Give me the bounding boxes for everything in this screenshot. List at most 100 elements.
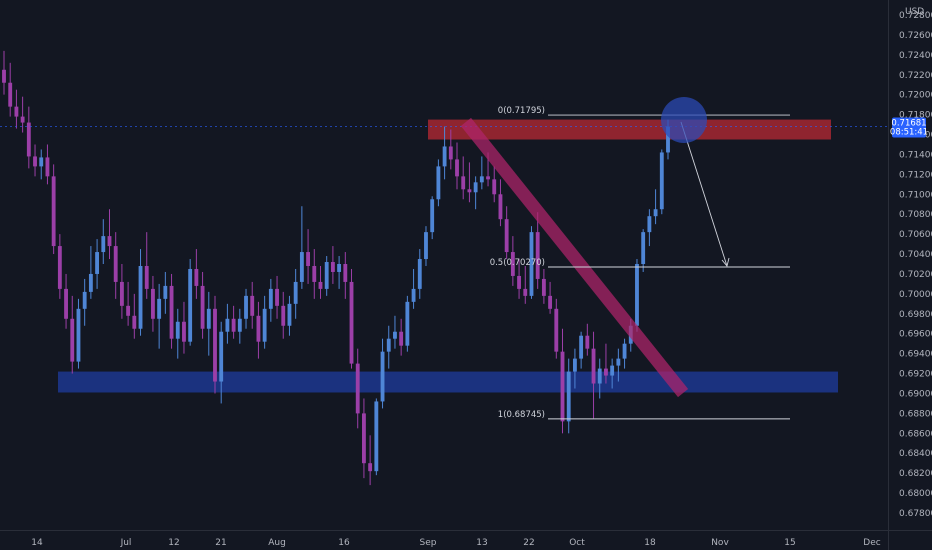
highlight-circle — [661, 97, 707, 143]
candle-body — [182, 321, 186, 342]
time-tick-label: 16 — [338, 538, 350, 548]
candle-body — [448, 146, 453, 160]
candle-body — [268, 288, 273, 309]
last-price-badge — [892, 117, 926, 138]
candle-body — [144, 265, 149, 289]
candle-body — [318, 281, 323, 289]
candle-body — [256, 315, 261, 342]
candle-body — [362, 413, 366, 464]
candle-body — [39, 157, 44, 167]
candle-body — [206, 308, 211, 329]
candle-body — [330, 262, 335, 272]
candle-body — [343, 264, 348, 282]
candle-body — [95, 252, 100, 274]
candle-body — [535, 232, 540, 279]
candles — [2, 50, 670, 486]
candle-body — [64, 288, 68, 319]
candle-body — [486, 176, 490, 180]
candle-body — [219, 331, 224, 382]
candle-body — [119, 281, 124, 306]
candle-body — [529, 232, 534, 296]
candle-body — [424, 232, 428, 260]
time-tick-label: 18 — [644, 538, 656, 548]
time-tick-label: 15 — [784, 538, 795, 548]
candle-body — [579, 335, 584, 359]
candle-body — [473, 182, 478, 193]
candle-body — [14, 106, 19, 117]
candle-body — [591, 348, 596, 384]
candle-body — [430, 199, 435, 233]
candle-body — [287, 303, 292, 326]
candle-body — [541, 278, 546, 296]
candle-body — [324, 262, 329, 289]
candle-body — [51, 176, 56, 247]
candle-body — [33, 156, 37, 167]
candle-body — [647, 216, 652, 233]
time-tick-label: 12 — [168, 538, 179, 548]
candle-body — [393, 331, 397, 339]
time-tick-label: Nov — [711, 538, 729, 548]
candle-body — [560, 351, 565, 422]
time-tick-label: Aug — [268, 538, 286, 548]
candle-body — [244, 295, 248, 319]
candle-body — [498, 194, 503, 220]
candle-body — [57, 246, 62, 289]
candle-body — [597, 368, 602, 384]
support-zone — [58, 371, 838, 393]
zones — [58, 119, 838, 393]
time-tick-label: Sep — [420, 538, 437, 548]
candle-body — [281, 305, 286, 326]
candle-body — [566, 371, 571, 422]
candle-body — [604, 368, 608, 376]
candle-body — [299, 252, 304, 282]
candle-body — [479, 176, 484, 183]
candle-body — [101, 236, 106, 253]
candle-body — [293, 281, 298, 304]
candle-body — [374, 401, 379, 472]
candle-body — [70, 318, 75, 362]
candle-body — [368, 463, 373, 472]
candle-body — [666, 126, 670, 153]
time-tick-label: Oct — [569, 538, 585, 548]
fib-level-label: 1(0.68745) — [498, 410, 545, 420]
drawings: 0(0.71795) 0.5(0.70270) 1(0.68745) — [0, 97, 888, 420]
candle-body — [411, 288, 416, 302]
candle-body — [504, 219, 509, 253]
candle-body — [585, 335, 590, 349]
fib-level-label: 0.5(0.70270) — [490, 258, 545, 268]
last-price-countdown: 08:51:41 — [890, 127, 928, 137]
candle-body — [8, 82, 13, 107]
candle-body — [237, 318, 242, 332]
price-tick-label: 0.67800 — [899, 509, 932, 519]
candle-body — [517, 275, 521, 289]
candle-body — [138, 265, 143, 329]
candle-body — [312, 265, 317, 282]
candle-body — [200, 285, 205, 329]
candle-body — [653, 209, 658, 217]
time-tick-label: 13 — [476, 538, 487, 548]
candle-body — [132, 315, 137, 329]
time-tick-label: Dec — [863, 538, 880, 548]
candle-body — [442, 146, 447, 167]
candle-body — [225, 318, 230, 332]
candle-body — [163, 285, 168, 299]
candle-body — [386, 338, 391, 352]
price-axis-panel — [888, 0, 932, 550]
